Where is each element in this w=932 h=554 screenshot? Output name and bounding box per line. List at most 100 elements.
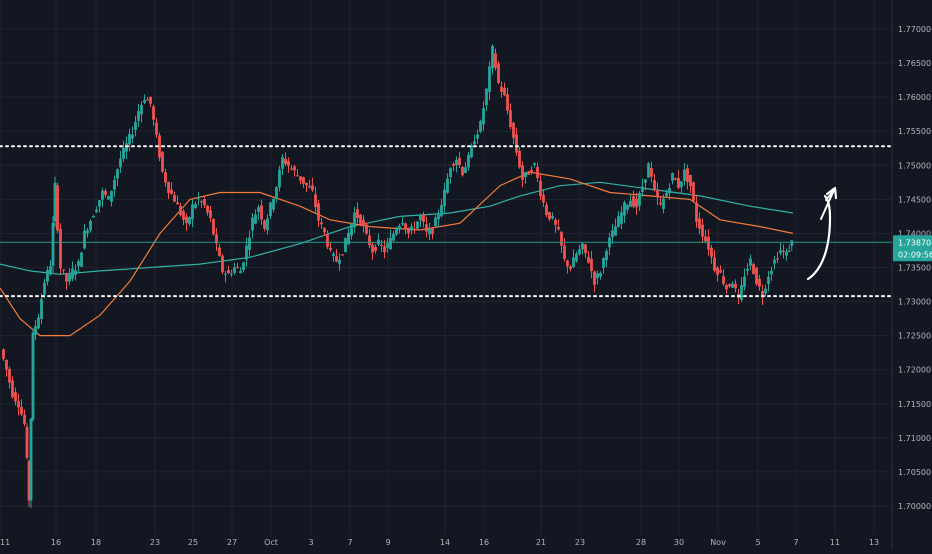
price-tick-label: 1.70500 [898, 468, 931, 477]
candle-down [356, 209, 359, 218]
candle-down [761, 291, 764, 298]
candle-up [350, 223, 353, 236]
price-axis[interactable]: 1.77000 1.76500 1.76000 1.75500 1.75000 1.745… [898, 25, 931, 511]
candle-down [56, 185, 59, 231]
moving-average-teal [0, 181, 794, 275]
candle-up [332, 253, 335, 256]
candle-down [362, 219, 365, 227]
candle-down [326, 234, 329, 247]
candle-up [602, 258, 605, 268]
candle-down [335, 256, 338, 262]
candle-down [659, 202, 662, 205]
candle-up [746, 268, 749, 271]
candle-down [710, 247, 713, 257]
candle-up [434, 217, 437, 227]
time-tick-label: 16 [479, 538, 489, 547]
candle-up [101, 190, 104, 200]
time-tick-label: 3 [308, 538, 313, 547]
candle-up [665, 192, 668, 197]
candle-down [155, 122, 158, 135]
candle-down [209, 210, 212, 218]
candle-up [419, 215, 422, 221]
candle-down [497, 63, 500, 83]
candle-down [527, 171, 530, 175]
candle-down [518, 150, 521, 168]
candle-up [188, 217, 191, 225]
candle-down [701, 224, 704, 237]
price-tick-label: 1.70000 [898, 502, 931, 511]
time-tick-label: 11 [0, 538, 10, 547]
candle-up [398, 225, 401, 230]
candle-up [266, 218, 269, 231]
candle-down [506, 94, 509, 111]
candle-up [125, 143, 128, 152]
candle-up [410, 226, 413, 231]
candle-down [557, 226, 560, 230]
candle-down [311, 185, 314, 191]
time-axis[interactable]: 11 16 18 23 25 27 Oct 3 7 9 14 16 21 23 28 30 Nov 5 7 11 13 [0, 538, 879, 547]
candle-down [758, 278, 761, 287]
time-tick-label: 25 [188, 538, 198, 547]
price-tick-label: 1.71000 [898, 434, 931, 443]
candle-up [83, 230, 86, 249]
candle-down [521, 165, 524, 180]
candle-down [734, 283, 737, 289]
candle-down [536, 167, 539, 178]
candle-down [17, 401, 20, 408]
candle-up [128, 134, 131, 145]
current-price-badge: 1.73870 02:09:56 [893, 235, 932, 262]
candle-up [790, 240, 794, 246]
candle-up [437, 214, 440, 220]
price-tick-label: 1.76500 [898, 59, 931, 68]
candle-up [40, 298, 43, 319]
candle-down [650, 168, 653, 177]
candle-up [197, 198, 200, 200]
candle-down [329, 247, 332, 250]
candle-down [563, 245, 566, 259]
candle-up [248, 237, 251, 250]
candle-up [731, 283, 734, 288]
price-badge-bg [893, 235, 932, 262]
price-tick-label: 1.77000 [898, 25, 931, 34]
candle-down [425, 224, 428, 232]
candle-down [584, 244, 587, 254]
candle-up [77, 261, 80, 267]
candle-down [212, 218, 215, 235]
candle-up [473, 141, 476, 145]
candle-down [173, 195, 176, 202]
candle-down [167, 182, 170, 193]
candle-up [533, 163, 536, 165]
candle-up [605, 251, 608, 261]
candle-up [671, 173, 674, 181]
candle-up [641, 186, 644, 192]
candle-down [494, 53, 497, 68]
candle-up [92, 216, 95, 218]
candle-down [182, 211, 185, 220]
candle-down [512, 122, 515, 138]
candle-up [449, 168, 452, 177]
candle-down [8, 369, 11, 383]
candle-down [776, 258, 779, 260]
candle-down [716, 267, 719, 275]
candle-down [203, 199, 206, 206]
candle-down [413, 228, 416, 230]
time-tick-label: 27 [227, 538, 237, 547]
candle-up [767, 276, 770, 284]
candle-up [140, 105, 143, 115]
candle-down [380, 244, 383, 246]
candle-down [695, 202, 698, 222]
candle-up [113, 179, 116, 190]
candle-down [707, 236, 710, 250]
candle-up [86, 230, 89, 234]
candle-down [539, 180, 542, 197]
candle-down [374, 246, 377, 252]
price-tick-label: 1.75500 [898, 127, 931, 136]
candle-down [65, 273, 68, 282]
candle-up [53, 182, 57, 222]
time-tick-label: 7 [793, 538, 798, 547]
candle-up [353, 212, 356, 228]
time-tick-label: 30 [674, 538, 684, 547]
